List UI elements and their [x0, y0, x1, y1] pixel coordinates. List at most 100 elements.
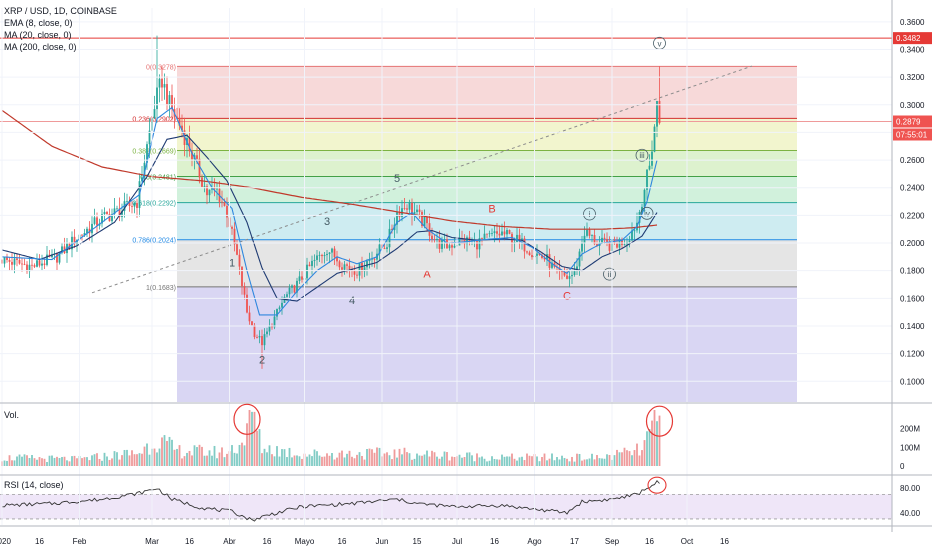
volume-bar: [221, 447, 223, 466]
candle-body: [538, 253, 541, 255]
candle-body: [358, 262, 361, 276]
candle-body: [93, 217, 96, 224]
wave-label: A: [423, 269, 431, 281]
candle-body: [158, 78, 161, 88]
rsi-legend[interactable]: RSI (14, close): [4, 480, 64, 490]
volume-bar: [631, 455, 633, 466]
candle-body: [176, 116, 178, 118]
volume-pane[interactable]: [1, 403, 674, 466]
candle-body: [571, 274, 573, 277]
volume-bar: [136, 454, 138, 466]
volume-bar: [293, 455, 296, 466]
candle-body: [413, 212, 416, 215]
candle-body: [326, 253, 328, 256]
last-price-tag-text: 0.2879: [896, 117, 921, 126]
candle-body: [253, 325, 256, 338]
volume-bar: [253, 411, 256, 466]
volume-bar: [286, 457, 288, 466]
candle-body: [463, 238, 466, 245]
candle-body: [541, 254, 543, 258]
volume-bar: [356, 454, 358, 466]
volume-bar: [596, 455, 598, 466]
fib-zone: [177, 202, 797, 240]
volume-bar: [621, 452, 623, 466]
price-pane[interactable]: 0(0.3278) 0.236(0.2902) 0.382(0.2669) 0.5(0…: [0, 35, 892, 402]
volume-bar: [496, 459, 498, 466]
volume-bar: [126, 449, 128, 466]
x-tick-label: Sep: [605, 537, 620, 546]
candle-body: [368, 259, 371, 262]
volume-bar: [208, 450, 211, 466]
volume-bar: [131, 450, 133, 466]
ma200-legend[interactable]: MA (200, close, 0): [4, 42, 77, 52]
volume-legend[interactable]: Vol.: [4, 410, 20, 420]
x-tick-label: 16: [490, 537, 499, 546]
volume-bar: [283, 449, 286, 466]
volume-bar: [606, 454, 608, 466]
volume-bar: [368, 448, 371, 466]
candle-body: [116, 208, 118, 210]
volume-bar: [541, 457, 543, 466]
volume-bar: [198, 444, 201, 466]
volume-bar: [416, 453, 418, 466]
volume-bar: [451, 456, 453, 466]
volume-bar: [56, 456, 58, 466]
ma20-legend[interactable]: MA (20, close, 0): [4, 30, 72, 40]
volume-bar: [193, 445, 196, 466]
candle-body: [33, 265, 36, 267]
volume-bar: [518, 457, 521, 466]
volume-bar: [243, 445, 246, 466]
volume-bar: [13, 460, 16, 466]
x-tick-label: 16: [645, 537, 654, 546]
volume-tick-label: 100M: [900, 443, 920, 452]
candle-body: [36, 260, 38, 267]
volume-bar: [508, 456, 511, 466]
volume-bar: [363, 459, 366, 466]
volume-bar: [498, 459, 501, 466]
wave-label: 5: [394, 173, 400, 185]
volume-bar: [41, 458, 43, 466]
candle-body: [233, 228, 236, 245]
candle-body: [483, 233, 486, 240]
wave-label: 1: [229, 258, 235, 270]
ema-legend[interactable]: EMA (8, close, 0): [4, 18, 73, 28]
volume-bar: [261, 453, 263, 466]
candle-body: [448, 245, 451, 249]
volume-bar: [576, 453, 578, 466]
volume-bar: [16, 456, 18, 466]
candle-body: [498, 233, 501, 236]
wave-label: 3: [324, 216, 330, 228]
candle-body: [198, 158, 201, 178]
candle-body: [318, 254, 321, 256]
last-price-tag-bg: [893, 115, 932, 128]
volume-bar: [528, 455, 531, 466]
volume-bar: [113, 451, 116, 466]
wave-circle-text: v: [658, 39, 662, 48]
volume-bar: [373, 452, 376, 466]
volume-bar: [316, 451, 318, 466]
volume-bar: [211, 455, 213, 466]
rsi-pane[interactable]: [0, 476, 892, 522]
volume-bar: [438, 458, 441, 466]
volume-bar: [478, 457, 481, 466]
volume-bar: [68, 461, 71, 466]
volume-bar: [281, 449, 283, 466]
volume-bar: [296, 455, 298, 466]
volume-bar: [33, 458, 36, 466]
x-tick-label: Ago: [527, 537, 542, 546]
volume-bar: [246, 423, 248, 466]
x-tick-label: 15: [413, 537, 422, 546]
candle-body: [408, 202, 411, 210]
volume-bar: [66, 460, 68, 466]
candle-body: [306, 264, 308, 279]
volume-bar: [471, 455, 473, 466]
volume-bar: [548, 458, 551, 466]
candle-body: [631, 230, 633, 241]
volume-bar: [431, 450, 433, 466]
candle-body: [281, 302, 283, 308]
volume-bar: [333, 459, 336, 466]
volume-bar: [311, 456, 313, 466]
volume-bar: [233, 452, 236, 466]
